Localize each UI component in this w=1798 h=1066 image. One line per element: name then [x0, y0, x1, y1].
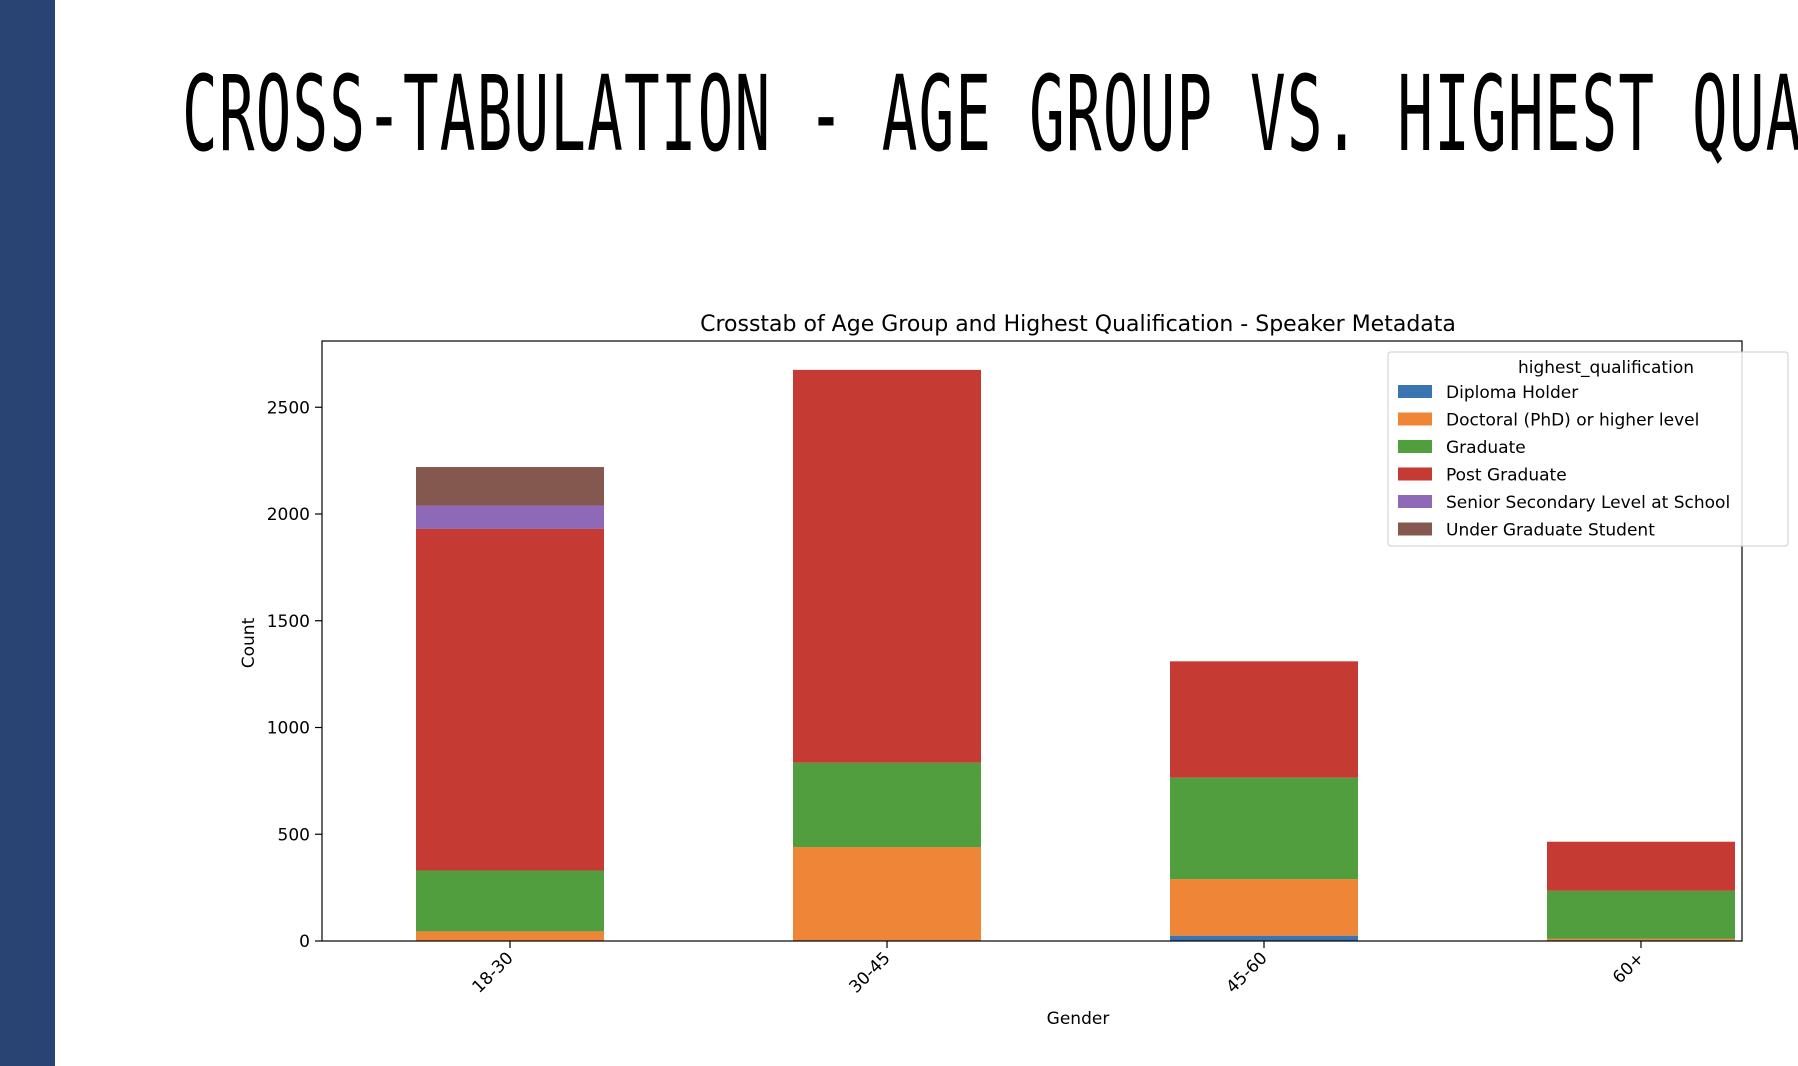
- x-tick-label: 30-45: [845, 948, 894, 997]
- x-axis-label: Gender: [1047, 1009, 1110, 1029]
- y-axis-label: Count: [239, 617, 259, 668]
- y-axis: 0 500 1000 1500 2000 2500: [267, 398, 322, 952]
- y-tick-label: 500: [278, 825, 310, 845]
- legend-label: Diploma Holder: [1446, 383, 1578, 403]
- bar-segment: [1170, 935, 1358, 941]
- legend-swatch: [1398, 412, 1432, 426]
- legend-swatch: [1398, 440, 1432, 453]
- bar-segment: [1170, 879, 1358, 936]
- y-tick-label: 1000: [267, 719, 310, 739]
- bar-segment: [1170, 661, 1358, 778]
- legend-label: Graduate: [1446, 438, 1526, 458]
- bar-segment: [793, 762, 981, 848]
- y-tick-label: 2000: [267, 505, 310, 525]
- bar-segment: [1547, 938, 1735, 941]
- bar-segment: [1170, 777, 1358, 880]
- legend-label: Senior Secondary Level at School: [1446, 493, 1730, 513]
- bar-segment: [793, 369, 981, 763]
- x-tick-label: 60+: [1609, 948, 1649, 988]
- legend-box: [1387, 351, 1789, 547]
- bar-segment: [1547, 841, 1735, 891]
- legend-label: Post Graduate: [1446, 466, 1567, 486]
- x-tick-label: 18-30: [468, 948, 517, 997]
- bar-segment: [416, 528, 604, 871]
- legend: highest_qualification Diploma Holder Doct…: [1387, 351, 1789, 547]
- bar-segment: [1547, 890, 1735, 939]
- legend-label: Doctoral (PhD) or higher level: [1446, 411, 1699, 431]
- bar-segment: [416, 931, 604, 941]
- x-tick-label: 45-60: [1222, 948, 1271, 997]
- y-tick-label: 1500: [267, 612, 310, 632]
- y-tick-label: 0: [299, 932, 310, 952]
- legend-swatch: [1398, 522, 1432, 536]
- legend-swatch: [1398, 467, 1432, 481]
- y-tick-label: 2500: [267, 398, 310, 418]
- bar-segment: [416, 505, 604, 529]
- slide-left-band: [0, 0, 55, 1066]
- bar-segment: [416, 870, 604, 932]
- bar-segment: [793, 847, 981, 941]
- chart-title: Crosstab of Age Group and Highest Qualif…: [700, 312, 1456, 337]
- legend-swatch: [1398, 495, 1432, 508]
- legend-label: Under Graduate Student: [1446, 521, 1655, 541]
- legend-title: highest_qualification: [1518, 358, 1694, 378]
- bar-segment: [416, 467, 604, 506]
- slide-title: CROSS-TABULATION - AGE GROUP VS. HIGHEST…: [182, 53, 1798, 175]
- legend-swatch: [1398, 385, 1432, 398]
- plot-frame: [321, 340, 1743, 942]
- x-axis: 18-30 30-45 45-60 60+: [468, 941, 1649, 997]
- bars-layer: [416, 369, 1735, 941]
